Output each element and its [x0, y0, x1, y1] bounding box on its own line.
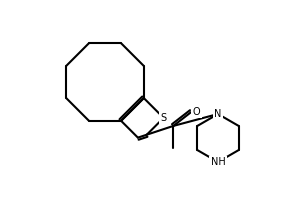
Text: N: N	[214, 109, 222, 119]
Text: NH: NH	[211, 157, 225, 167]
Text: O: O	[193, 107, 200, 117]
Text: S: S	[160, 113, 167, 123]
